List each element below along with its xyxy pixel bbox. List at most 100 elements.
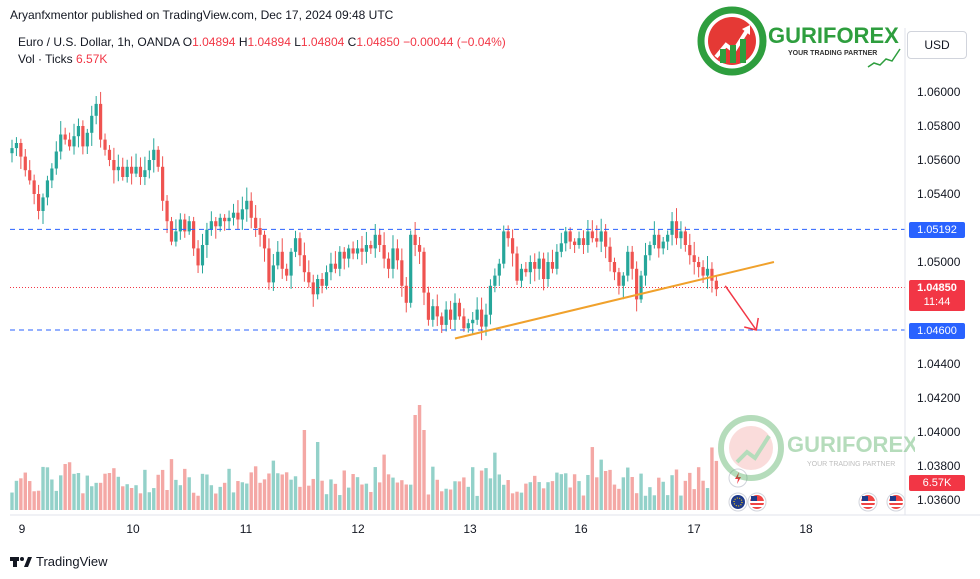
us-flag-canton: [890, 496, 896, 501]
volume-bar: [209, 485, 214, 510]
volume-bar: [409, 484, 413, 510]
volume-bar: [311, 478, 315, 510]
candlesticks: [10, 91, 718, 341]
candle-body: [23, 156, 27, 171]
us-flag-icon[interactable]: [886, 492, 906, 512]
guriforex-watermark: GURIFOREX YOUR TRADING PARTNER: [718, 415, 915, 481]
candle-body: [448, 309, 453, 320]
lightning-icon: [735, 472, 741, 484]
volume-bar: [533, 475, 537, 510]
candle-body: [661, 241, 665, 249]
us-flag-canton: [751, 496, 757, 501]
us-flag-icon[interactable]: [858, 492, 878, 512]
volume-bar: [81, 493, 85, 510]
volume-bar: [621, 477, 626, 510]
candle-body: [192, 221, 196, 249]
candle-body: [617, 272, 621, 286]
publisher-line: Aryanfxmentor published on TradingView.c…: [10, 8, 394, 22]
volume-bar: [103, 473, 107, 510]
eu-flag-icon[interactable]: [728, 492, 748, 512]
volume-bar: [32, 491, 36, 510]
volume-bar: [63, 464, 67, 510]
volume-bar: [152, 488, 156, 510]
volume-bar: [701, 480, 705, 510]
volume-bar: [267, 473, 271, 510]
volume-bar: [502, 484, 506, 510]
price-tick-label: 1.04400: [917, 357, 961, 371]
projection-arrow-head[interactable]: [744, 317, 759, 331]
volume-bar: [187, 477, 191, 510]
volume-bar: [253, 466, 258, 510]
horizontal-levels[interactable]: [10, 228, 905, 331]
volume-bar: [488, 478, 493, 510]
candle-body: [524, 268, 528, 273]
volume-bar: [338, 495, 342, 510]
candle-body: [276, 251, 280, 266]
trendline[interactable]: [454, 261, 775, 340]
us-flag-icon[interactable]: [747, 492, 767, 512]
candle-body: [333, 263, 337, 269]
volume-bar: [169, 459, 174, 510]
volume-legend: Vol · Ticks 6.57K: [18, 52, 107, 66]
time-axis[interactable]: 9 10 11 12 13 16 17 18: [10, 514, 980, 536]
candle-body: [134, 166, 138, 174]
level-upper-label: 1.05192: [909, 222, 965, 238]
candle-body: [595, 238, 599, 242]
candle-body: [249, 200, 253, 218]
volume-bar: [23, 472, 27, 510]
candle-body: [223, 217, 227, 222]
volume-bar: [564, 473, 568, 510]
candle-body: [710, 268, 714, 281]
volume-bar: [457, 481, 462, 510]
candle-body: [289, 251, 293, 276]
volume-bar: [422, 430, 426, 510]
volume-bar: [710, 447, 714, 510]
volume-bar: [289, 479, 293, 510]
drawings[interactable]: [454, 261, 775, 340]
candle-body: [590, 231, 594, 239]
volume-bar: [581, 495, 586, 510]
tradingview-logo-icon: [10, 556, 32, 567]
projection-arrow-line[interactable]: [724, 285, 757, 331]
tradingview-brand[interactable]: TradingView: [10, 554, 108, 569]
volume-bar: [444, 488, 448, 510]
volume-bar: [258, 482, 262, 510]
candle-body: [116, 166, 120, 171]
volume-bar: [138, 493, 143, 510]
volume-label[interactable]: Vol · Ticks: [18, 52, 73, 66]
candle-body: [10, 148, 14, 154]
candle-body: [165, 200, 169, 222]
candle-body: [342, 251, 346, 259]
candle-body: [324, 272, 329, 286]
volume-bar: [240, 482, 245, 510]
candle-body: [214, 221, 218, 227]
volume-bars: [10, 405, 719, 510]
volume-bar: [222, 482, 227, 510]
lightning-flag-icon[interactable]: [728, 468, 748, 488]
symbol-name[interactable]: Euro / U.S. Dollar, 1h, OANDA: [18, 35, 180, 49]
candle-body: [240, 209, 244, 220]
volume-bar: [479, 470, 484, 510]
us-flag-stripe: [861, 501, 875, 503]
volume-price-label: 6.57K: [909, 475, 965, 491]
volume-bar: [41, 466, 45, 510]
volume-bar: [528, 482, 533, 510]
event-flags[interactable]: [728, 468, 906, 512]
ohlc-o-value: 1.04894: [192, 35, 236, 49]
candle-body: [510, 238, 515, 254]
candle-body: [373, 234, 377, 249]
candle-body: [76, 126, 81, 137]
candle-body: [360, 248, 364, 252]
volume-bar: [147, 492, 152, 510]
candle-body: [714, 280, 718, 290]
candle-body: [453, 302, 457, 320]
us-flag-stripe: [889, 501, 903, 503]
candle-body: [121, 166, 125, 177]
currency-button[interactable]: USD: [907, 31, 967, 59]
candle-body: [32, 180, 36, 194]
candle-body: [484, 314, 488, 327]
candle-body: [85, 132, 89, 147]
candle-body: [307, 272, 311, 283]
time-tick-label: 17: [687, 522, 701, 536]
